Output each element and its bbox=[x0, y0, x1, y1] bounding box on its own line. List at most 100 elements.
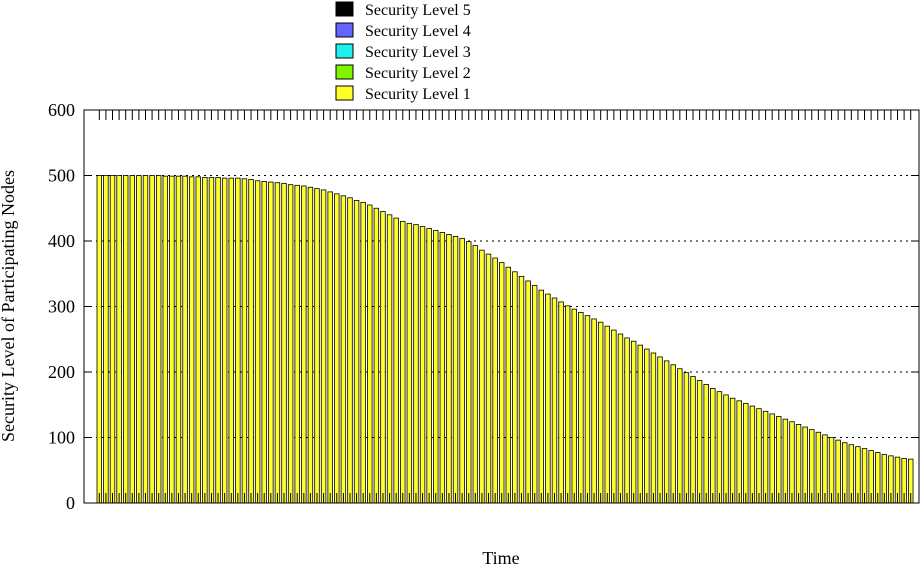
bar bbox=[254, 180, 261, 504]
bar bbox=[466, 241, 472, 504]
bar bbox=[822, 434, 828, 504]
bar bbox=[426, 228, 432, 504]
bar bbox=[175, 175, 182, 504]
bar bbox=[525, 280, 531, 504]
bar bbox=[446, 234, 452, 504]
y-tick-label: 400 bbox=[48, 231, 75, 251]
y-tick-label: 300 bbox=[48, 297, 75, 317]
bar bbox=[749, 405, 756, 504]
bar bbox=[142, 175, 149, 504]
legend-label: Security Level 4 bbox=[365, 23, 471, 40]
bar bbox=[729, 397, 736, 504]
bar bbox=[650, 352, 657, 504]
bar bbox=[531, 285, 538, 504]
bar bbox=[347, 197, 353, 504]
legend-swatch bbox=[335, 22, 354, 38]
bar bbox=[334, 193, 340, 504]
bar bbox=[795, 423, 802, 504]
bar bbox=[663, 360, 670, 504]
bar bbox=[498, 262, 505, 504]
legend-label: Security Level 2 bbox=[365, 65, 471, 82]
bar bbox=[611, 329, 617, 504]
bar bbox=[703, 384, 709, 504]
bar bbox=[710, 387, 716, 504]
bar bbox=[287, 184, 294, 504]
bar bbox=[367, 204, 373, 504]
bar bbox=[505, 266, 512, 504]
bar bbox=[485, 253, 492, 504]
bar bbox=[314, 188, 320, 504]
bar bbox=[136, 175, 142, 504]
bar bbox=[307, 186, 314, 504]
bar bbox=[340, 195, 347, 504]
bar bbox=[162, 175, 168, 504]
bar bbox=[202, 177, 208, 504]
bar bbox=[677, 368, 683, 504]
y-tick-label: 200 bbox=[48, 362, 75, 382]
bar bbox=[789, 421, 795, 504]
bar bbox=[617, 333, 624, 504]
bar bbox=[578, 311, 584, 504]
bar bbox=[413, 224, 419, 504]
bar bbox=[182, 175, 188, 504]
y-tick-label: 500 bbox=[48, 166, 75, 186]
bars bbox=[96, 175, 914, 504]
bar bbox=[756, 408, 762, 504]
bar bbox=[248, 179, 254, 504]
legend: Security Level 5 Security Level 4 Security… bbox=[335, 1, 471, 103]
legend-label: Security Level 3 bbox=[365, 44, 471, 61]
bar bbox=[122, 175, 129, 504]
x-axis-label: Time bbox=[482, 548, 519, 568]
bar bbox=[809, 429, 815, 504]
bar bbox=[558, 301, 564, 504]
bar bbox=[538, 289, 544, 504]
bar bbox=[169, 175, 175, 504]
y-axis-ticks: 0 100 200 300 400 500 600 bbox=[48, 100, 919, 513]
bar bbox=[433, 230, 439, 504]
bar bbox=[208, 177, 215, 504]
bar bbox=[571, 308, 577, 504]
bar bbox=[386, 214, 393, 504]
legend-swatch bbox=[335, 43, 354, 59]
bar bbox=[241, 178, 248, 504]
bar bbox=[400, 220, 406, 504]
bar bbox=[360, 201, 366, 504]
bar bbox=[419, 226, 426, 504]
bar bbox=[624, 337, 630, 504]
bar bbox=[815, 431, 822, 504]
bar bbox=[320, 189, 327, 504]
bar bbox=[518, 275, 525, 504]
bar bbox=[96, 175, 103, 504]
bar bbox=[459, 237, 465, 504]
bar bbox=[551, 297, 558, 504]
bar bbox=[373, 207, 380, 504]
bar bbox=[564, 305, 571, 504]
bar bbox=[327, 191, 333, 504]
bar bbox=[776, 416, 782, 504]
bar bbox=[301, 185, 307, 504]
bar bbox=[782, 418, 789, 504]
bar bbox=[103, 175, 109, 504]
legend-swatch bbox=[335, 64, 354, 80]
bar bbox=[452, 236, 459, 504]
bar bbox=[195, 176, 201, 504]
bar bbox=[690, 376, 696, 504]
bar bbox=[281, 182, 287, 504]
bar bbox=[235, 177, 241, 504]
bar bbox=[644, 348, 650, 504]
bar bbox=[683, 372, 690, 504]
bar bbox=[769, 413, 775, 504]
bar bbox=[406, 222, 413, 504]
bar bbox=[802, 426, 808, 504]
bar bbox=[584, 315, 591, 504]
bar bbox=[215, 177, 221, 504]
y-tick-label: 100 bbox=[48, 428, 75, 448]
bar bbox=[492, 257, 498, 504]
bar bbox=[512, 271, 518, 504]
bar bbox=[597, 321, 604, 504]
bar bbox=[274, 182, 281, 504]
bar bbox=[294, 184, 300, 504]
bar bbox=[439, 232, 446, 504]
bar bbox=[591, 318, 597, 504]
